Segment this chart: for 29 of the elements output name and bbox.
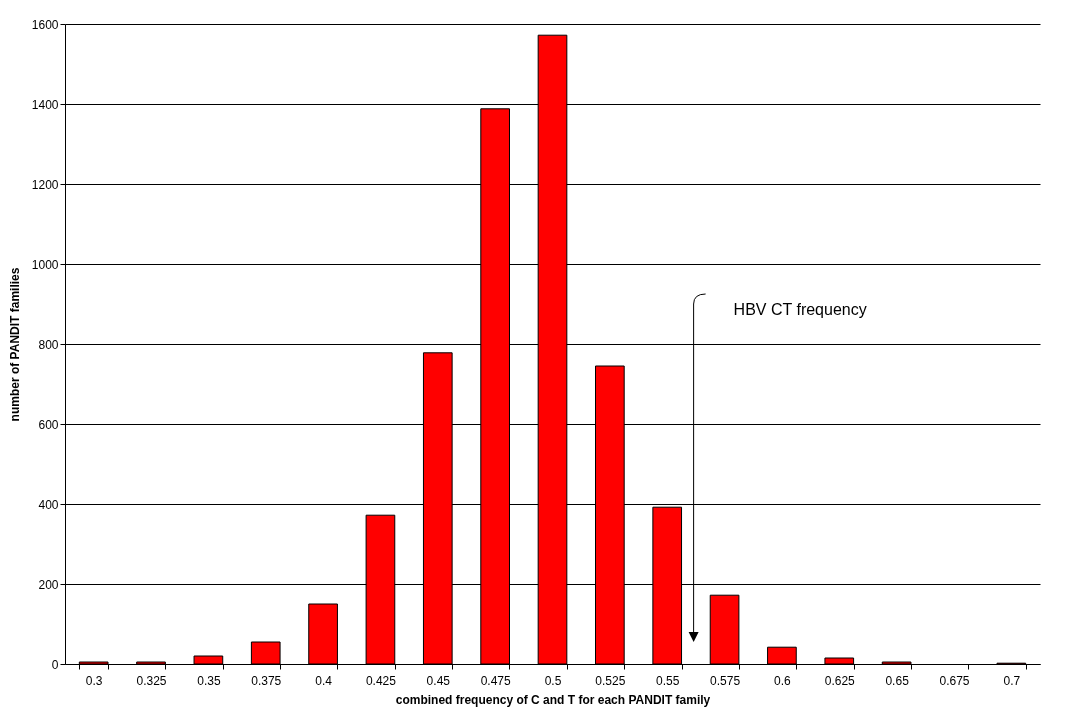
y-tick-label: 1000 xyxy=(31,257,59,272)
x-tick-label: 0.7 xyxy=(1003,673,1021,688)
y-tick-label: 600 xyxy=(38,417,59,432)
x-tick-label: 0.375 xyxy=(251,673,282,688)
x-tick-label: 0.55 xyxy=(656,673,680,688)
x-tick-label: 0.3 xyxy=(85,673,103,688)
x-tick-label: 0.525 xyxy=(595,673,626,688)
y-tick-label: 1200 xyxy=(31,177,59,192)
y-tick-label: 1400 xyxy=(31,97,59,112)
x-tick-label: 0.65 xyxy=(885,673,910,688)
x-tick-label: 0.5 xyxy=(544,673,562,688)
x-tick-label: 0.425 xyxy=(365,673,397,688)
y-tick-label: 800 xyxy=(38,337,59,352)
x-tick-label: 0.475 xyxy=(480,673,511,688)
x-tick-label: 0.325 xyxy=(136,673,167,688)
x-tick-label: 0.625 xyxy=(824,673,856,688)
x-axis-title: combined frequency of C and T for each PANDIT family xyxy=(395,692,711,707)
x-tick-label: 0.6 xyxy=(774,673,792,688)
annotation: HBV CT frequency xyxy=(733,301,867,318)
y-tick-label: 200 xyxy=(38,577,59,592)
y-tick-label: 400 xyxy=(38,497,59,512)
x-tick-label: 0.45 xyxy=(426,673,451,688)
x-tick-label: 0.35 xyxy=(197,673,221,688)
x-tick-label: 0.675 xyxy=(939,673,970,688)
x-tick-label: 0.4 xyxy=(315,673,333,688)
y-tick-label: 1600 xyxy=(31,17,59,32)
x-tick-label: 0.575 xyxy=(710,673,741,688)
y-axis-title: number of PANDIT families xyxy=(7,267,22,422)
y-tick-label: 0 xyxy=(51,657,59,672)
